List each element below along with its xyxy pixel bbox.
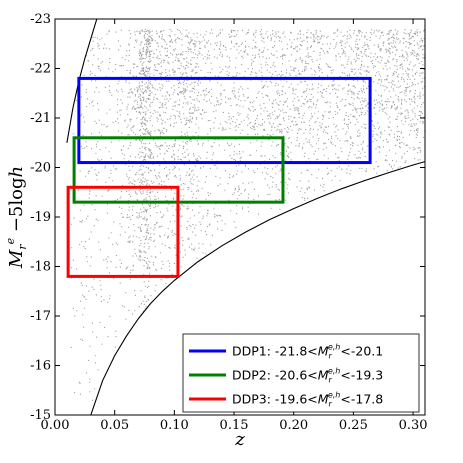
- bright-limit-curve: [66, 19, 98, 143]
- sample-boxes: [66, 76, 372, 278]
- box-ddp1: [77, 76, 372, 165]
- y-tick-label: -17: [30, 309, 51, 324]
- x-tick-label: 0.10: [160, 418, 189, 433]
- box-ddp3: [66, 185, 180, 278]
- legend-label-ddp1: DDP1: -21.8<Mre,h<-20.1: [232, 343, 383, 361]
- y-axis-label: Mre −5logh: [4, 166, 29, 269]
- y-tick-label: -20: [30, 161, 51, 176]
- x-tick-label: 0.20: [279, 418, 308, 433]
- y-tick-label: -18: [30, 260, 51, 275]
- x-tick-label: 0.05: [100, 418, 129, 433]
- legend-label-ddp3: DDP3: -19.6<Mre,h<-17.8: [232, 391, 383, 409]
- y-tick-label: -15: [30, 408, 51, 423]
- x-tick-label: 0.30: [399, 418, 428, 433]
- limit-curves: [66, 19, 425, 415]
- x-axis-label: z: [234, 429, 245, 450]
- legend-label-ddp2: DDP2: -20.6<Mre,h<-19.3: [232, 367, 383, 385]
- x-tick-label: 0.00: [41, 418, 70, 433]
- x-tick-label: 0.15: [220, 418, 249, 433]
- faint-limit-curve: [90, 161, 425, 415]
- x-tick-label: 0.25: [339, 418, 368, 433]
- y-tick-label: -23: [30, 12, 51, 27]
- y-tick-label: -21: [30, 111, 51, 126]
- y-tick-label: -16: [30, 359, 51, 374]
- y-tick-label: -19: [30, 210, 51, 225]
- y-tick-label: -22: [30, 62, 51, 77]
- axis-ticks: 0.00 0.05 0.10 0.15 0.20 0.25 0.30 -15 -16 -17 -18…: [30, 12, 427, 433]
- legend: DDP1: -21.8<Mre,h<-20.1 DDP2: -20.6<Mre,h…: [182, 333, 420, 413]
